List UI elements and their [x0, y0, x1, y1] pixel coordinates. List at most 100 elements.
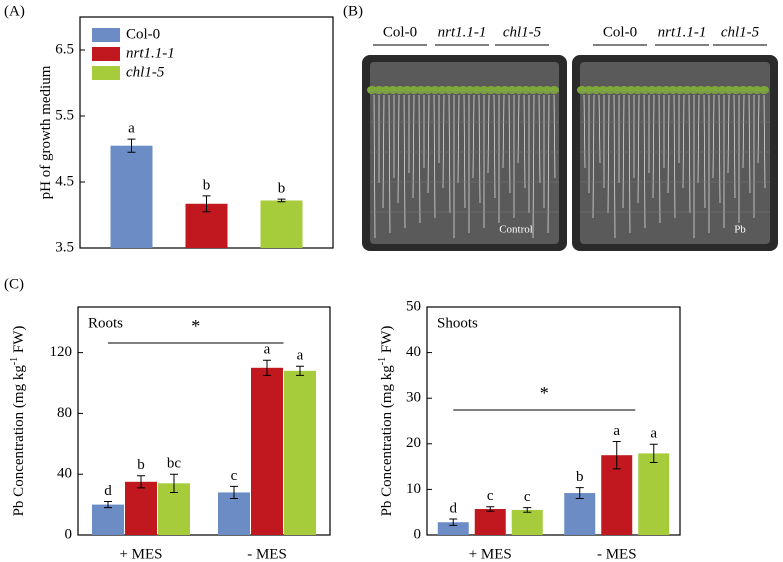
bar [251, 367, 283, 535]
root [748, 94, 751, 194]
x-tick-label: - MES [597, 546, 637, 562]
root [553, 94, 556, 179]
x-tick-label: - MES [247, 546, 287, 562]
root [757, 94, 760, 164]
seedling [549, 86, 559, 94]
root [373, 94, 376, 239]
root [628, 94, 631, 234]
root [493, 94, 496, 199]
significance-letter: b [203, 177, 211, 193]
genotype-label: nrt1.1-1 [658, 24, 707, 40]
root [403, 94, 406, 229]
genotype-label: chl1-5 [503, 24, 542, 40]
root [718, 94, 721, 204]
significance-letter: a [613, 423, 620, 439]
root [532, 94, 535, 239]
root [418, 94, 421, 224]
seedling [759, 86, 769, 94]
error-bar [263, 359, 271, 376]
plate-photo [580, 62, 770, 244]
root [763, 94, 766, 189]
y-tick-label: 50 [406, 298, 421, 314]
genotype-label: Col-0 [603, 24, 637, 40]
x-tick-label: + MES [119, 546, 162, 562]
root [388, 94, 391, 234]
annotation: * [540, 383, 549, 403]
panel-label: (A) [4, 3, 25, 19]
y-tick-label: 0 [414, 526, 422, 542]
genotype-label: nrt1.1-1 [438, 24, 487, 40]
y-axis-label-part: Pb Concentration (mg kg [379, 365, 395, 517]
plate-label: Control [499, 224, 533, 236]
annotation: * [191, 316, 200, 336]
root [508, 94, 511, 194]
error-bar [104, 501, 112, 509]
root [442, 94, 445, 189]
x-tick-label: + MES [469, 546, 512, 562]
root [478, 94, 481, 204]
root [727, 94, 730, 174]
significance-letter: d [450, 500, 458, 516]
root [463, 94, 466, 209]
panel-text: Shoots [437, 315, 478, 331]
y-tick-label: 0 [65, 526, 73, 542]
root [652, 94, 655, 199]
root [688, 94, 691, 214]
root [712, 94, 715, 179]
panel-label: (C) [4, 276, 24, 292]
bar [110, 145, 153, 248]
bar [511, 509, 543, 535]
root [658, 94, 661, 224]
y-axis-label: Pb Concentration (mg kg-1 FW) [9, 326, 28, 517]
plate-label: Pb [734, 224, 746, 236]
y-tick-label: 30 [406, 390, 421, 406]
root [697, 94, 700, 184]
panel-label: (B) [343, 3, 363, 19]
root [637, 94, 640, 204]
bar [474, 509, 506, 535]
error-bar [449, 518, 458, 526]
error-bar [523, 507, 532, 513]
root [643, 94, 646, 229]
root [538, 94, 541, 184]
y-tick-label: 80 [57, 405, 72, 421]
error-bar [127, 138, 136, 153]
error-bar [277, 198, 286, 203]
root [703, 94, 706, 209]
error-bar [486, 506, 495, 512]
y-axis-label: pH of growth medium [38, 65, 54, 199]
error-bar [649, 443, 658, 463]
root [523, 94, 526, 189]
root [502, 94, 505, 169]
root [592, 94, 595, 219]
photo-panel [362, 55, 778, 251]
error-bar [230, 485, 238, 500]
significance-letter: a [128, 121, 135, 137]
axes-frame [77, 306, 331, 536]
root [457, 94, 460, 184]
y-tick-label: 40 [57, 466, 72, 482]
significance-letter: bc [167, 456, 182, 472]
legend-swatch [92, 66, 120, 80]
y-axis-label: Pb Concentration (mg kg-1 FW) [377, 326, 396, 517]
axes-frame [426, 306, 681, 536]
y-tick-label: 120 [50, 344, 73, 360]
root [613, 94, 616, 239]
bar [260, 200, 303, 248]
root [583, 94, 586, 169]
root [667, 94, 670, 194]
bar [92, 504, 124, 535]
significance-letter: d [104, 483, 112, 499]
significance-letter: b [278, 181, 286, 197]
y-axis-label-part: -1 [377, 357, 388, 365]
y-axis-label-part: Pb Concentration (mg kg [11, 365, 27, 517]
legend-label: Col-0 [126, 26, 160, 42]
error-bar [170, 473, 178, 493]
genotype-label: chl1-5 [721, 24, 760, 40]
error-bar [575, 487, 584, 500]
significance-letter: a [264, 342, 271, 358]
bar [284, 370, 316, 535]
root [517, 94, 520, 164]
root [547, 94, 550, 234]
